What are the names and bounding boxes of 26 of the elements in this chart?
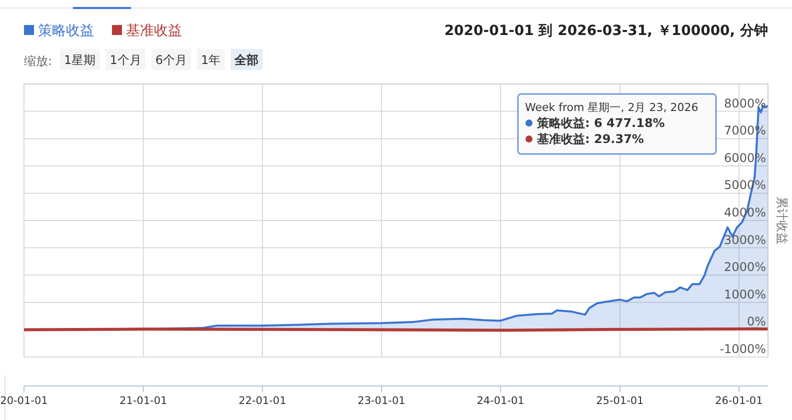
x-tick-label: 21-01-01 <box>120 395 168 407</box>
text: 缩放: <box>24 54 52 68</box>
text: 1星期 <box>64 53 96 67</box>
annotation: 基准收益: 29.37% <box>536 132 644 146</box>
text: 1个月 <box>110 53 142 67</box>
x-tick-label: 22-01-01 <box>238 395 286 407</box>
x-tick-label: 24-01-01 <box>476 395 524 407</box>
y-tick-label: 2000% <box>724 260 766 274</box>
y-axis-title: 累计收益 <box>775 196 789 244</box>
text: 1年 <box>200 53 221 67</box>
y-tick-label: 3000% <box>724 232 766 247</box>
y-tick-label: 0% <box>746 314 766 329</box>
annotation: Week from 星期一, 2月 23, 2026 <box>525 101 698 114</box>
x-tick-label: 25-01-01 <box>596 395 644 407</box>
legend-label: 策略收益 <box>38 23 94 39</box>
y-tick-label: 1000% <box>724 287 766 302</box>
text: 全部 <box>234 53 259 67</box>
x-tick-label: 26-01-01 <box>715 395 763 407</box>
annotation: 策略收益: 6 477.18% <box>536 116 665 130</box>
chart-title: 2020-01-01 到 2026-03-31, ￥100000, 分钟 <box>444 23 768 39</box>
text: 6个月 <box>155 53 187 67</box>
y-tick-label: 8000% <box>724 96 766 110</box>
y-tick-label: -1000% <box>720 342 766 356</box>
x-tick-label: 20-01-01 <box>0 395 48 407</box>
legend-label: 基准收益 <box>126 23 182 39</box>
x-tick-label: 23-01-01 <box>358 395 406 407</box>
